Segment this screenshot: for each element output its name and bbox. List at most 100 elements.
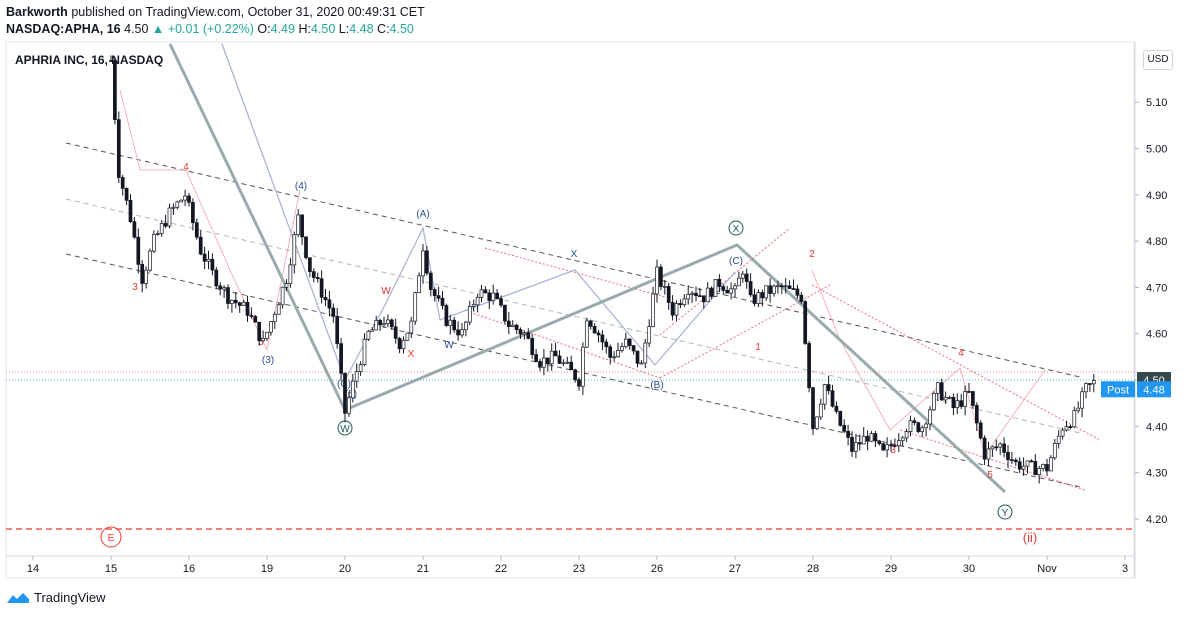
- candle-body: [990, 446, 995, 450]
- published-text: published on TradingView.com, October 31…: [71, 5, 425, 19]
- candle-body: [908, 420, 913, 432]
- candle-body: [608, 346, 613, 358]
- author-name[interactable]: Barkworth: [6, 5, 68, 19]
- candle-body: [850, 437, 854, 452]
- y-tick-label: 4.80: [1146, 236, 1167, 248]
- candle-body: [737, 277, 741, 287]
- candle-body: [319, 278, 324, 298]
- candle-body: [674, 303, 679, 316]
- candle-body: [818, 403, 823, 418]
- candle-body: [612, 356, 616, 359]
- candle-body: [620, 346, 624, 351]
- y-tick-label: 4.40: [1146, 421, 1167, 433]
- candle-body: [873, 433, 878, 442]
- candle-body: [272, 313, 277, 322]
- candle-body: [803, 301, 808, 344]
- symbol-label: NASDAQ:APHA, 16: [6, 22, 121, 36]
- candle-body: [428, 272, 433, 290]
- candle-body: [857, 442, 862, 445]
- candle-body: [748, 281, 753, 296]
- candle-body: [128, 199, 133, 222]
- candle-body: [417, 275, 421, 294]
- candle-body: [1088, 383, 1092, 385]
- candle-body: [522, 332, 527, 335]
- candle-body: [631, 345, 636, 352]
- candle-body: [807, 343, 811, 389]
- candle-body: [171, 206, 176, 209]
- candle-body: [464, 321, 468, 331]
- candle-body: [187, 195, 191, 203]
- tradingview-logo[interactable]: TradingView: [6, 590, 106, 605]
- candle-body: [655, 266, 659, 295]
- wave-label: 4: [183, 162, 189, 173]
- x-tick-label: 21: [417, 563, 429, 575]
- candle-body: [670, 302, 675, 316]
- currency-button[interactable]: USD: [1143, 50, 1173, 70]
- candle-body: [518, 329, 523, 335]
- candle-body: [495, 292, 499, 299]
- candle-body: [616, 350, 620, 358]
- candle-body: [460, 329, 464, 336]
- candle-body: [1084, 383, 1088, 393]
- wave-label: (A): [416, 209, 429, 220]
- candle-body: [764, 285, 769, 299]
- wave-label: 4: [958, 348, 964, 359]
- candle-body: [713, 278, 718, 297]
- candle-body: [967, 391, 971, 393]
- candle-body: [971, 391, 975, 406]
- candle-body: [776, 285, 780, 288]
- candle-body: [889, 444, 893, 447]
- channel-mid-line: [65, 198, 1081, 434]
- candle-body: [756, 292, 761, 304]
- candle-body: [768, 285, 772, 294]
- candle-body: [167, 207, 172, 227]
- candle-body: [974, 405, 979, 424]
- candle-body: [834, 405, 839, 412]
- price-axis[interactable]: 5.105.004.904.804.704.604.504.404.304.20: [1135, 97, 1167, 526]
- plot-frame: [5, 41, 1135, 579]
- candle-body: [397, 338, 402, 350]
- candle-body: [116, 119, 121, 178]
- candle-body: [881, 443, 886, 451]
- candle-body: [733, 285, 737, 290]
- candle-body: [549, 350, 554, 365]
- wxy-wave-lines: [168, 43, 1007, 494]
- candle-body: [1002, 443, 1006, 453]
- candle-body: [124, 187, 129, 201]
- candle-body: [939, 382, 944, 401]
- candle-body: [592, 325, 597, 334]
- candle-body: [510, 324, 515, 327]
- low-label: L:: [338, 22, 350, 36]
- candle-body: [744, 273, 749, 282]
- candle-body: [1072, 410, 1077, 428]
- candle-body: [701, 295, 706, 303]
- candle-body: [487, 292, 492, 301]
- y-tick-label: 4.70: [1146, 282, 1167, 294]
- candle-body: [276, 304, 281, 315]
- brand-label: TradingView: [34, 590, 106, 605]
- wave-label: (C): [729, 256, 743, 267]
- candle-body: [292, 234, 297, 266]
- candle-body: [245, 301, 250, 316]
- candle-body: [237, 302, 242, 306]
- candle-body: [452, 319, 457, 331]
- candle-body: [311, 271, 316, 278]
- candle-body: [440, 297, 445, 306]
- candle-body: [343, 372, 347, 414]
- candle-body: [405, 332, 410, 341]
- x-tick-label: 19: [261, 563, 273, 575]
- candle-body: [315, 277, 320, 280]
- candle-body: [557, 355, 562, 364]
- candle-body: [861, 435, 866, 445]
- candle-body: [269, 321, 273, 333]
- candle-body: [179, 199, 184, 203]
- time-axis[interactable]: 14 15 16 19 20 21 22 23 26 27 28 29 30 Nov 3: [27, 556, 1128, 575]
- candle-body: [596, 332, 601, 336]
- candle-body: [729, 288, 733, 294]
- y-tick-label: 5.00: [1146, 144, 1167, 156]
- candle-body: [1037, 468, 1042, 476]
- red-channel-3-bottom: [899, 429, 1086, 491]
- candle-body: [198, 236, 203, 255]
- candle-body: [666, 286, 671, 303]
